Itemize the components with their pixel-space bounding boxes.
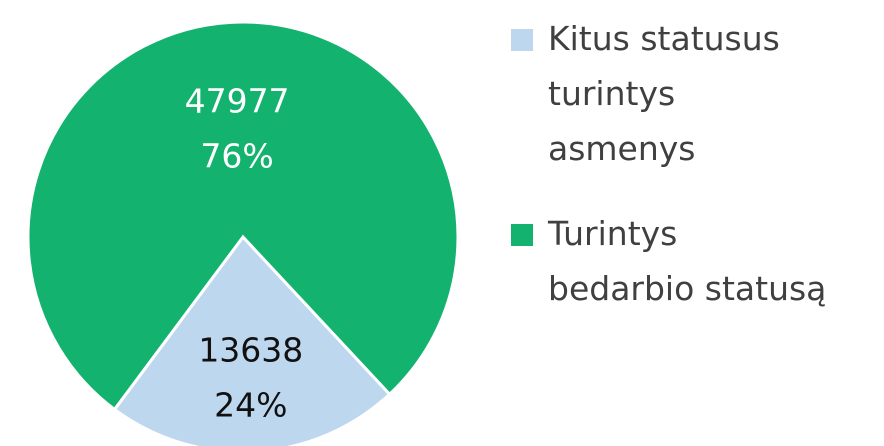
data-label-value: 13638 xyxy=(198,330,303,369)
legend-swatch xyxy=(511,29,533,51)
legend-label: Kitus statusus turintys asmenys xyxy=(548,19,780,168)
legend-label: Turintys bedarbio statusą xyxy=(547,214,826,308)
data-label-percent: 76% xyxy=(200,136,273,175)
data-label: 47977 76% xyxy=(185,81,290,175)
data-label: 13638 24% xyxy=(198,330,303,424)
legend-swatch xyxy=(511,224,533,246)
data-label-percent: 24% xyxy=(214,385,287,424)
pie-slice xyxy=(26,20,460,412)
pie-slice xyxy=(112,234,392,446)
data-label-value: 47977 xyxy=(185,81,290,120)
